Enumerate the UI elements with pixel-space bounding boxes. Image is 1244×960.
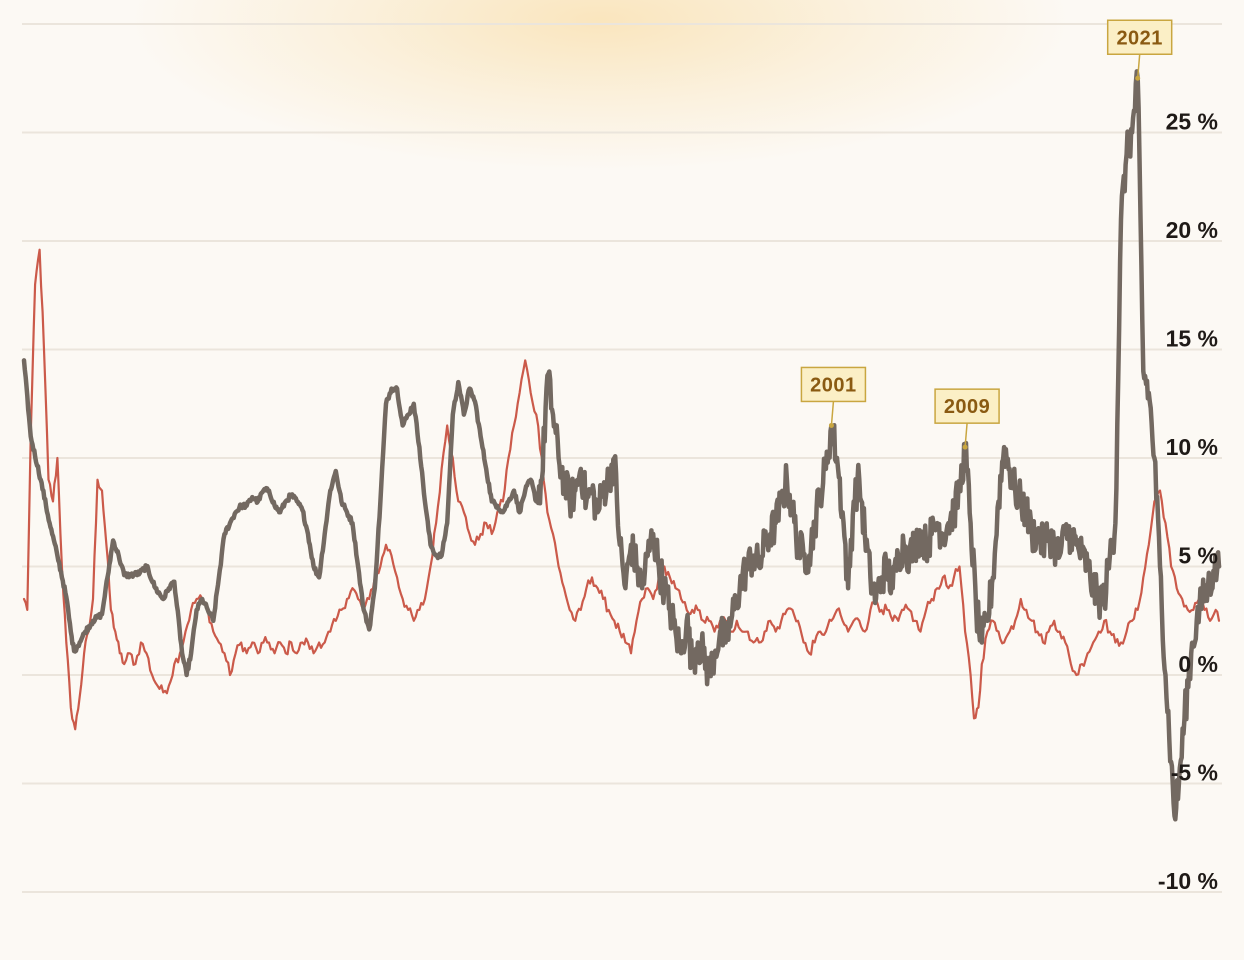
series-lines — [21, 69, 1222, 822]
y-tick-label: 20 % — [1166, 217, 1218, 243]
series-line-1 — [22, 248, 1221, 731]
annotation-leader — [1136, 54, 1141, 79]
y-tick-label: 0 % — [1178, 651, 1218, 677]
annotation-box — [800, 366, 867, 403]
annotation-2009: 2009 — [934, 388, 1000, 450]
annotation-box — [934, 388, 1000, 424]
annotation-marker — [1135, 75, 1141, 81]
annotation-leader — [830, 401, 835, 426]
annotation-box — [1106, 19, 1173, 55]
y-tick-label: -5 % — [1171, 760, 1218, 786]
y-tick-label: -10 % — [1158, 868, 1218, 894]
annotation-leader — [964, 423, 968, 448]
annotation-2021: 2021 — [1106, 19, 1173, 81]
y-tick-label: 10 % — [1166, 434, 1218, 460]
annotation-label: 2009 — [944, 396, 991, 418]
series-line-0 — [21, 69, 1222, 822]
background-glow — [130, 0, 1070, 170]
y-axis-tick-labels: -10 % -5 % 0 % 5 % 10 % 15 % 20 % 25 % — [1158, 109, 1218, 895]
annotations: 2001 2009 2021 — [800, 19, 1173, 450]
annotation-label: 2021 — [1116, 27, 1163, 49]
y-tick-label: 25 % — [1166, 109, 1218, 135]
annotation-2001: 2001 — [800, 366, 867, 428]
annotation-marker — [828, 422, 834, 428]
annotation-marker — [962, 444, 968, 450]
y-tick-label: 15 % — [1166, 326, 1218, 352]
annotation-label: 2001 — [810, 374, 857, 396]
y-tick-label: 5 % — [1178, 543, 1218, 569]
